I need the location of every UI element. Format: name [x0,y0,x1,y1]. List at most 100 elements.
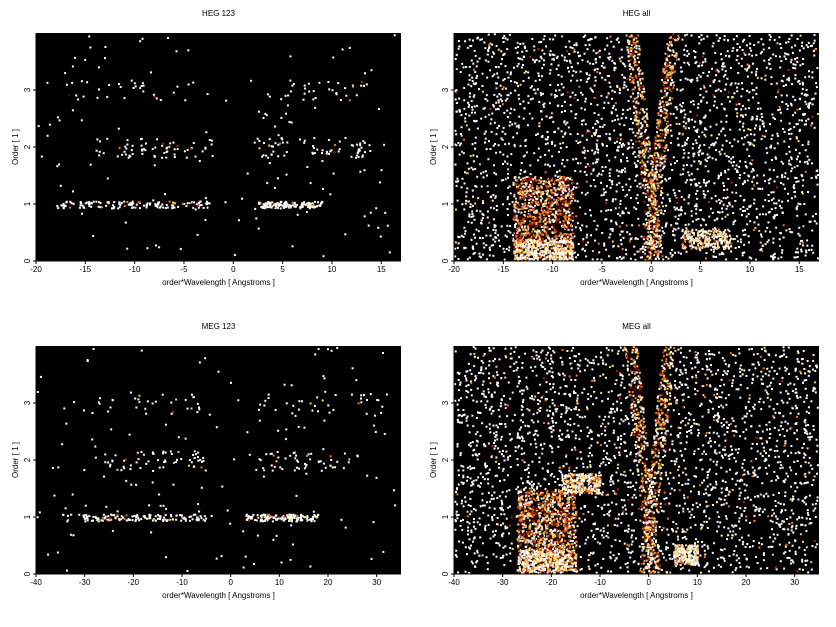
heatmap-pixel [183,202,186,205]
heatmap-pixel [748,64,751,67]
heatmap-pixel [527,207,530,210]
heatmap-pixel [288,204,291,207]
heatmap-pixel [548,53,551,56]
heatmap-pixel [638,61,641,64]
heatmap-pixel [737,140,740,143]
heatmap-pixel [669,71,672,74]
heatmap-pixel [627,212,630,214]
heatmap-pixel [741,254,744,257]
heatmap-pixel [486,216,489,219]
heatmap-pixel [664,70,667,73]
heatmap-pixel [603,48,606,51]
heatmap-pixel [571,196,573,199]
heatmap-pixel [70,202,73,205]
heatmap-pixel [794,77,797,80]
heatmap-pixel [652,184,655,187]
heatmap-pixel [570,110,573,113]
heatmap-pixel [520,232,523,235]
heatmap-pixel [806,160,809,163]
heatmap-pixel [567,200,570,203]
heatmap-pixel [597,51,600,54]
heatmap-pixel [475,119,478,122]
heatmap-pixel [584,193,587,196]
heatmap-pixel [576,62,579,65]
heatmap-pixel [601,125,604,128]
heatmap-pixel [534,202,537,205]
heatmap-pixel [571,219,574,222]
heatmap-pixel [525,183,527,185]
heatmap-pixel [357,150,360,153]
heatmap-pixel [546,193,548,196]
heatmap-pixel [492,254,495,257]
heatmap-pixel [666,131,669,134]
heatmap-pixel [666,65,669,67]
heatmap-pixel [693,152,696,155]
heatmap-pixel [326,150,329,153]
heatmap-pixel [630,44,633,47]
heatmap-pixel [134,206,137,209]
heatmap-pixel [535,249,538,252]
heatmap-pixel [772,116,775,119]
heatmap-pixel [548,215,551,217]
heatmap-pixel [705,90,708,93]
heatmap-pixel [759,249,762,252]
heatmap-pixel [617,149,620,152]
heatmap-pixel [788,150,791,153]
heatmap-pixel [525,176,528,178]
heatmap-pixel [738,128,741,131]
heatmap-pixel [813,195,816,198]
heatmap-pixel [528,176,531,179]
heatmap-pixel [565,146,568,148]
heatmap-pixel [546,131,549,133]
heatmap-pixel [608,172,611,175]
heatmap-pixel [728,141,731,144]
heatmap-pixel [152,93,155,96]
heatmap-pixel [553,179,556,182]
heatmap-pixel [661,157,664,160]
heatmap-pixel [200,204,203,206]
heatmap-pixel [727,177,730,180]
heatmap-pixel [530,85,533,88]
heatmap-pixel [637,53,640,56]
heatmap-pixel [709,125,712,128]
heatmap-pixel [657,253,660,256]
heatmap-pixel [558,89,561,92]
heatmap-pixel [657,209,660,212]
heatmap-pixel [742,122,745,125]
heatmap-pixel [355,156,357,159]
heatmap-pixel [659,175,662,178]
heatmap-pixel [659,161,662,164]
heatmap-pixel [618,92,621,94]
heatmap-pixel [533,239,536,242]
heatmap-pixel [296,213,299,216]
heatmap-pixel [260,206,263,208]
heatmap-pixel [786,53,788,56]
heatmap-pixel [457,142,460,144]
heatmap-pixel [748,205,751,208]
heatmap-pixel [580,107,583,110]
heatmap-pixel [643,235,646,238]
heatmap-pixel [656,225,659,228]
heatmap-pixel [621,185,624,188]
heatmap-pixel [473,252,476,254]
heatmap-pixel [322,187,324,190]
heatmap-pixel [246,172,249,175]
heatmap-pixel [737,62,740,65]
heatmap-pixel [687,196,690,199]
heatmap-pixel [529,189,532,191]
heatmap-pixel [172,204,175,207]
heatmap-pixel [312,203,315,206]
heatmap-pixel [138,207,141,210]
heatmap-pixel [698,42,701,45]
heatmap-pixel [463,226,466,229]
heatmap-pixel [666,87,669,90]
heatmap-pixel [645,142,648,145]
heatmap-pixel [586,241,589,244]
heatmap-pixel [736,169,739,172]
heatmap-pixel [689,101,692,104]
heatmap-pixel [99,206,102,209]
heatmap-pixel [729,84,732,87]
heatmap-pixel [776,142,779,145]
heatmap-pixel [527,214,530,217]
heatmap-pixel [560,214,563,216]
